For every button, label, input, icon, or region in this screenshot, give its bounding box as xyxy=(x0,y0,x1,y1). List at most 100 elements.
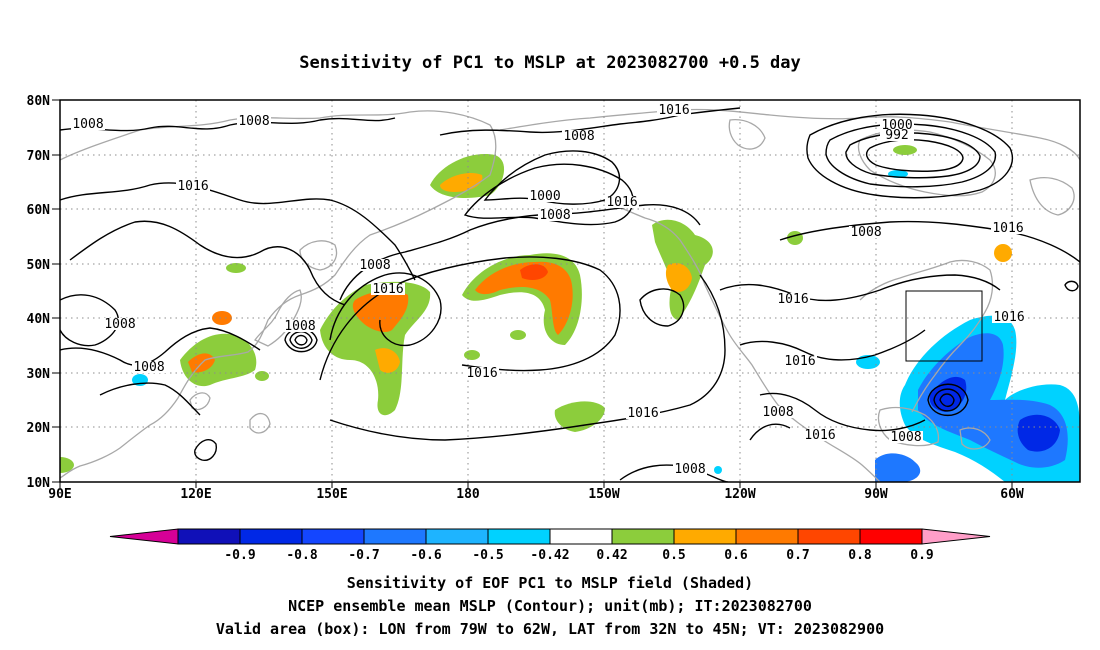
colorbar-swatch xyxy=(549,528,613,545)
contour-label: 1008 xyxy=(762,405,793,420)
contour-label-bg xyxy=(528,190,562,202)
contour-label: 1016 xyxy=(372,282,403,297)
contour-label: 1008 xyxy=(133,360,164,375)
contour-label: 1000 xyxy=(529,189,560,204)
contour-label-bg xyxy=(657,104,691,116)
contour-label: 1008 xyxy=(284,319,315,334)
positive-anomaly-northeast-pacific-core xyxy=(665,263,692,292)
map-frame xyxy=(59,99,1081,483)
contour-label-bg xyxy=(132,361,166,373)
lon-label: 180 xyxy=(456,487,480,502)
contour-label: 1016 xyxy=(627,406,658,421)
contour-label: 1008 xyxy=(104,317,135,332)
contour-label-bg xyxy=(889,431,923,443)
colorbar-tick-label: 0.7 xyxy=(786,548,809,563)
colorbar-tick-label: 0.42 xyxy=(596,548,627,563)
positive-anomaly-west-pacific-core2 xyxy=(375,348,400,373)
contour-label: 1008 xyxy=(359,258,390,273)
lat-label: 80N xyxy=(27,94,51,109)
caption-line-2: NCEP ensemble mean MSLP (Contour); unit(… xyxy=(288,597,812,615)
contour-label-bg xyxy=(992,311,1026,323)
colorbar-tick-label: -0.7 xyxy=(348,548,379,563)
contour-label: 992 xyxy=(885,128,908,143)
contour-label: 1008 xyxy=(238,114,269,129)
colorbar-tick-label: 0.5 xyxy=(662,548,685,563)
negative-anomaly-gulf xyxy=(875,453,921,482)
contour-label-bg xyxy=(562,130,596,142)
contour-label: 1016 xyxy=(658,103,689,118)
contour-label-bg xyxy=(605,196,639,208)
colorbar-swatch xyxy=(797,528,861,545)
colorbar-tick-label: -0.42 xyxy=(530,548,569,563)
lat-label: 50N xyxy=(27,258,51,273)
contour-label-bg xyxy=(803,429,837,441)
positive-anomaly-small-9 xyxy=(255,371,269,381)
lon-label: 150W xyxy=(588,487,619,502)
map-title: Sensitivity of PC1 to MSLP at 2023082700… xyxy=(299,53,801,73)
colorbar-swatch xyxy=(239,528,303,545)
contour-label-bg xyxy=(71,118,105,130)
colorbar-swatch xyxy=(487,528,551,545)
caption-line-1: Sensitivity of EOF PC1 to MSLP field (Sh… xyxy=(347,574,753,592)
positive-anomaly-small-5 xyxy=(226,263,246,273)
map-panel: 1008 1008 1016 1008 1016 1008 1008 1008 1016 1008… xyxy=(59,99,1081,483)
lat-label: 70N xyxy=(27,149,51,164)
lon-label: 150E xyxy=(316,487,347,502)
contour-label: 1008 xyxy=(890,430,921,445)
mslp-contours xyxy=(60,107,1080,482)
colorbar-tick-label: -0.9 xyxy=(224,548,255,563)
lat-label: 30N xyxy=(27,367,51,382)
contour-label-bg xyxy=(776,293,810,305)
positive-anomaly-small-4 xyxy=(994,244,1012,262)
contour-label: 1016 xyxy=(177,179,208,194)
lat-label: 20N xyxy=(27,421,51,436)
colorbar-swatch xyxy=(611,528,675,545)
contour-label: 1016 xyxy=(784,354,815,369)
contour-label: 1008 xyxy=(563,129,594,144)
contour-label: 1008 xyxy=(539,208,570,223)
colorbar: -0.9 -0.8 -0.7 -0.6 -0.5 -0.42 0.42 0.5 0.6 0.7 0.… xyxy=(109,528,991,563)
positive-anomaly-small-1 xyxy=(60,457,74,473)
colorbar-tick-label: -0.5 xyxy=(472,548,503,563)
contour-label-bg xyxy=(991,222,1025,234)
positive-anomaly-small-6 xyxy=(464,350,480,360)
contour-label: 1016 xyxy=(804,428,835,443)
positive-anomaly-west-pacific-core xyxy=(352,290,409,333)
contour-label-bg xyxy=(880,129,914,141)
colorbar-swatch xyxy=(177,528,241,545)
negative-anomaly-atlantic-core2 xyxy=(1017,414,1060,452)
contour-label-bg xyxy=(103,318,137,330)
colorbar-tick-label: -0.6 xyxy=(410,548,441,563)
positive-anomaly-north-pacific-core xyxy=(475,261,573,335)
colorbar-tick-label: -0.8 xyxy=(286,548,317,563)
longitude-labels: 90E 120E 150E 180 150W 120W 90W 60W xyxy=(48,482,1024,502)
colorbar-swatch xyxy=(859,528,923,545)
positive-anomaly-small-8 xyxy=(212,311,232,325)
contour-label: 1016 xyxy=(992,221,1023,236)
contour-label-bg xyxy=(761,406,795,418)
colorbar-tick-label: 0.6 xyxy=(724,548,748,563)
contour-label: 1016 xyxy=(777,292,808,307)
contour-label: 1016 xyxy=(466,366,497,381)
positive-anomaly-small-7 xyxy=(510,330,526,340)
coastlines xyxy=(60,108,1080,482)
contour-label-bg xyxy=(176,180,210,192)
colorbar-swatch xyxy=(363,528,427,545)
shaded-sensitivity xyxy=(60,145,1080,482)
contour-label: 1008 xyxy=(72,117,103,132)
contour-label-bg xyxy=(673,463,707,475)
contour-label-bg xyxy=(783,355,817,367)
contour-labels: 1008 1008 1016 1008 1016 1008 1008 1008 1016 1008… xyxy=(71,103,1026,477)
contour-label-bg xyxy=(283,320,317,332)
positive-anomaly-north-pacific-peak xyxy=(520,264,548,280)
contour-label: 1016 xyxy=(606,195,637,210)
positive-anomaly-small-3 xyxy=(893,145,917,155)
contour-label-bg xyxy=(880,119,914,131)
contour-label-bg xyxy=(237,115,271,127)
colorbar-swatch xyxy=(425,528,489,545)
contour-label-bg xyxy=(465,367,499,379)
colorbar-swatch xyxy=(673,528,737,545)
contour-label-bg xyxy=(358,259,392,271)
lat-label: 10N xyxy=(27,476,51,491)
